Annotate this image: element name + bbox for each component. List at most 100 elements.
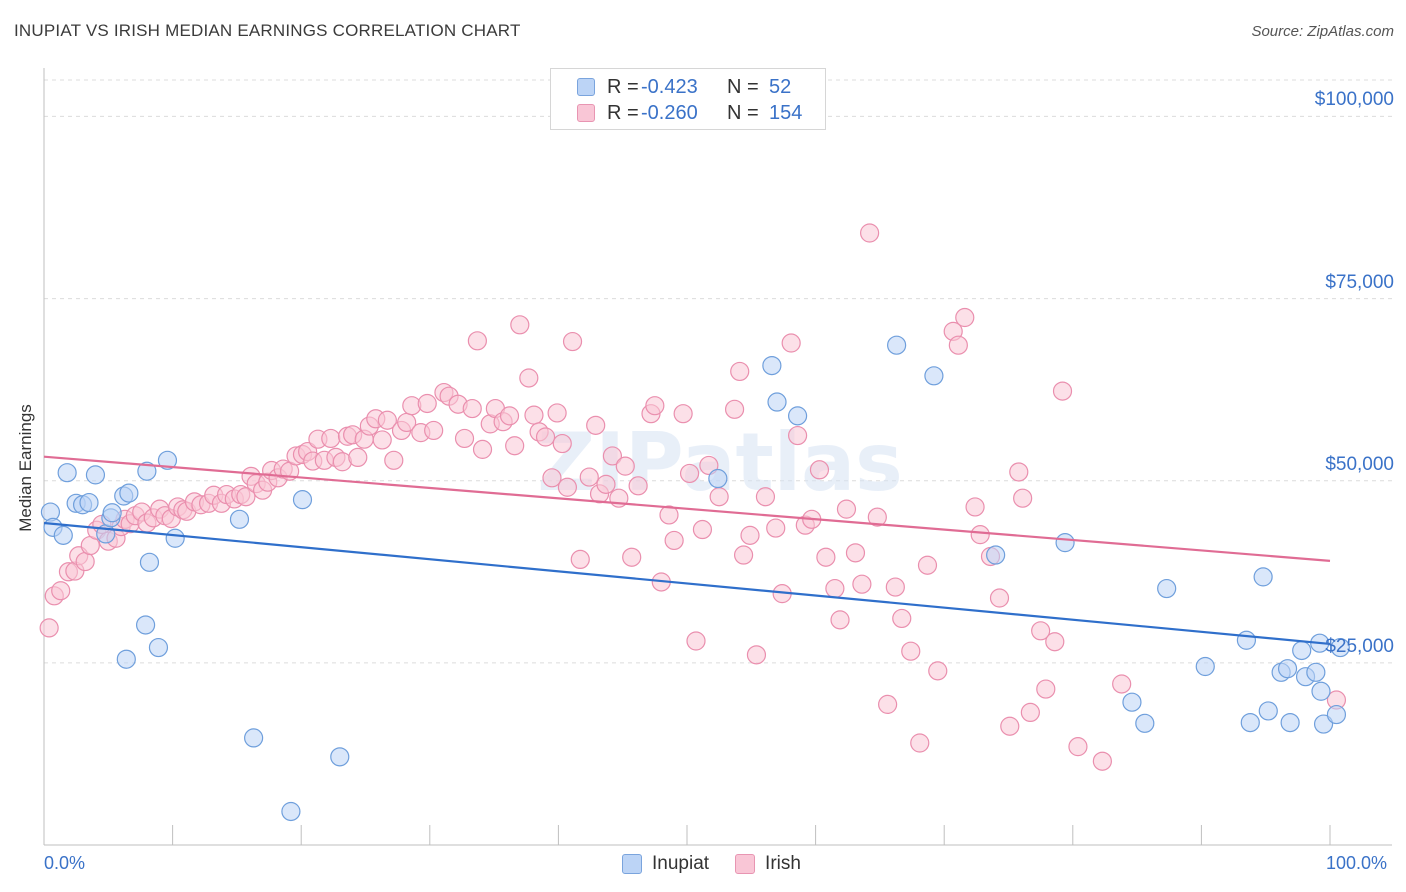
- inupiat-point: [924, 366, 944, 386]
- inupiat-point: [1055, 533, 1075, 553]
- irish-point: [659, 505, 679, 525]
- irish-point: [579, 467, 599, 487]
- y-tick-label: $25,000: [1325, 635, 1394, 657]
- legend-item-irish[interactable]: Irish: [735, 853, 801, 875]
- chart-title: INUPIAT VS IRISH MEDIAN EARNINGS CORRELA…: [14, 21, 521, 40]
- irish-point: [730, 361, 750, 382]
- source-label: Source: ZipAtlas.com: [1251, 23, 1394, 40]
- irish-point: [542, 468, 562, 488]
- inupiat-point: [102, 503, 122, 523]
- irish-point: [664, 530, 684, 551]
- irish-point: [878, 694, 898, 714]
- inupiat-point: [1313, 714, 1334, 734]
- irish-point: [622, 547, 642, 567]
- irish-point: [746, 645, 767, 665]
- points-layer: [39, 223, 1350, 822]
- legend-label: Inupiat: [652, 853, 710, 874]
- irish-point: [766, 518, 786, 538]
- inupiat-point: [1236, 630, 1257, 650]
- inupiat-point: [1253, 567, 1273, 587]
- n-label: N =: [727, 75, 759, 98]
- inupiat-point: [281, 801, 301, 822]
- inupiat-point: [244, 728, 264, 748]
- irish-point: [679, 463, 700, 484]
- inupiat-point: [762, 356, 782, 376]
- y-tick-label: $100,000: [1314, 89, 1394, 111]
- irish-point: [825, 578, 845, 599]
- irish-point: [809, 460, 830, 480]
- irish-point: [372, 430, 392, 450]
- x-tick-label-min: 0.0%: [44, 853, 86, 873]
- irish-point: [845, 543, 866, 563]
- n-value: 154: [769, 101, 803, 124]
- inupiat-point: [139, 552, 160, 572]
- irish-trend-line: [43, 455, 1331, 562]
- irish-point: [424, 420, 444, 441]
- irish-point: [948, 335, 968, 355]
- inupiat-point: [165, 528, 185, 548]
- irish-point: [586, 415, 606, 435]
- axis-layer: [43, 68, 1392, 846]
- irish-point: [724, 399, 745, 419]
- inupiat-point: [1306, 662, 1326, 682]
- irish-point: [552, 433, 572, 454]
- r-label: R =: [607, 75, 639, 98]
- irish-point: [1009, 462, 1029, 482]
- irish-point: [467, 331, 487, 351]
- r-value: -0.423: [641, 75, 698, 98]
- irish-point: [519, 368, 539, 388]
- irish-point: [910, 733, 930, 753]
- irish-point: [547, 403, 567, 423]
- irish-point: [524, 405, 544, 425]
- inupiat-swatch: [622, 854, 642, 874]
- n-value: 52: [769, 75, 792, 98]
- irish-point: [836, 499, 857, 519]
- inupiat-point: [57, 463, 77, 483]
- irish-point: [885, 577, 905, 597]
- inupiat-point: [887, 335, 907, 355]
- irish-point: [970, 525, 990, 545]
- irish-swatch: [577, 104, 595, 122]
- inupiat-trend-line: [43, 521, 1331, 646]
- inupiat-point: [787, 406, 808, 426]
- inupiat-point: [1157, 578, 1177, 599]
- irish-point: [596, 474, 616, 494]
- irish-point: [860, 223, 880, 243]
- inupiat-swatch: [577, 78, 595, 96]
- irish-point: [384, 450, 404, 470]
- trend-layer: [43, 455, 1331, 646]
- irish-point: [377, 410, 397, 430]
- irish-point: [557, 477, 578, 497]
- irish-point: [1045, 632, 1065, 652]
- irish-point: [709, 487, 729, 507]
- inupiat-point: [767, 392, 787, 412]
- irish-point: [535, 427, 556, 447]
- legend-row-irish: R = -0.260 N = 154: [551, 100, 802, 126]
- inupiat-point: [1330, 637, 1350, 658]
- inupiat-point: [1311, 681, 1331, 701]
- irish-point: [892, 608, 912, 629]
- irish-point: [733, 545, 754, 565]
- irish-point: [75, 551, 95, 572]
- irish-point: [1112, 674, 1132, 694]
- irish-point: [917, 555, 938, 575]
- legend-item-inupiat[interactable]: Inupiat: [622, 853, 709, 875]
- irish-point: [510, 315, 530, 335]
- inupiat-point: [1135, 713, 1155, 733]
- r-label: R =: [607, 101, 639, 124]
- inupiat-point: [135, 615, 156, 635]
- y-tick-label: $50,000: [1325, 453, 1394, 475]
- inupiat-point: [1258, 701, 1278, 721]
- r-value: -0.260: [641, 101, 698, 124]
- irish-point: [867, 507, 887, 527]
- inupiat-point: [986, 545, 1006, 565]
- grid-layer: [44, 79, 1392, 664]
- inupiat-point: [292, 490, 313, 510]
- irish-point: [417, 393, 437, 414]
- irish-point: [989, 588, 1010, 608]
- inupiat-point: [1292, 640, 1312, 661]
- irish-point: [454, 428, 475, 449]
- y-tick-label: $75,000: [1325, 271, 1394, 293]
- irish-point: [348, 447, 368, 467]
- inupiat-point: [137, 461, 157, 481]
